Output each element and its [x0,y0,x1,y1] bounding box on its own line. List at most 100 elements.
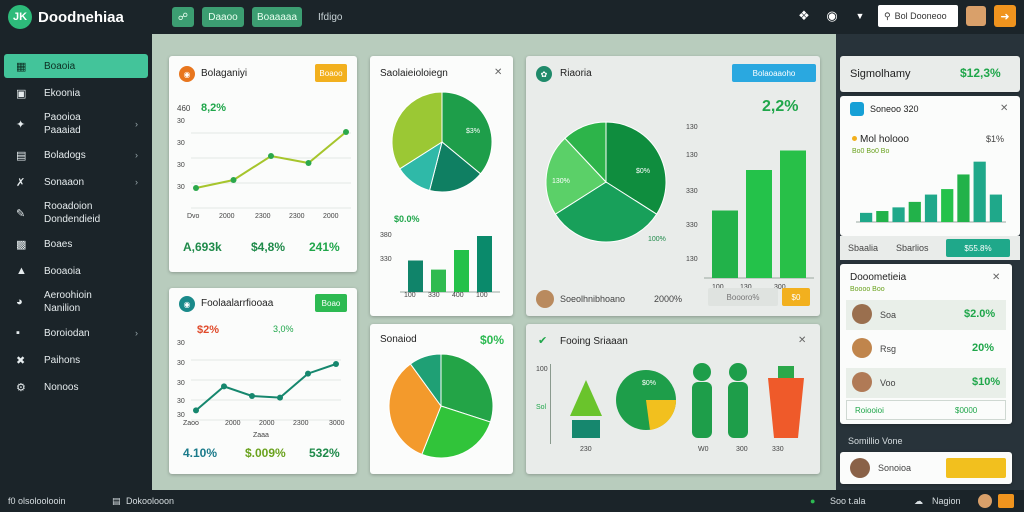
list-item[interactable]: Voo $10% [846,368,1006,398]
user-button[interactable] [946,458,1006,478]
x-tick: 300 [736,446,748,453]
pie-slice [440,353,494,423]
top-tab-3[interactable]: Ifdigo [318,11,343,23]
status-right-2[interactable]: Nagion [932,496,961,506]
pie-label: 130% [552,178,570,185]
x-tick: 100 [712,284,724,291]
app-logo[interactable]: JK Doodnehiaa [8,5,158,29]
sidebar-item-paooioa[interactable]: ✦ Paooioa Paaaiad › [4,108,148,140]
status-center[interactable]: Dokoolooon [126,496,175,506]
sidebar-item-ekoonia[interactable]: ▣ Ekoonia [4,81,148,105]
shield-icon[interactable]: ☍ [172,7,194,27]
user-card: Sonoioa [840,452,1012,484]
y-tick: 30 [177,118,185,125]
list-card: Dooometieia ✕ Boooo Boo Soa $2.0% Rsg 20… [840,264,1012,424]
card-action-button[interactable]: Bolaoaaoho [732,64,816,82]
sidebar-item-boladogs[interactable]: ▤ Boladogs › [4,143,148,167]
tab-1[interactable]: Sbaalia [848,243,879,253]
close-icon[interactable]: ✕ [494,67,503,78]
pie-bar-card: Saolaieioloiegn ✕ $3% $0.0% 380 330 100 … [370,56,513,316]
x-axis-label: Zaaa [253,432,269,439]
y-tick: 100 [536,366,548,373]
pin-icon: ✦ [16,118,26,131]
pie-slice [391,91,443,170]
y-tick: 30 [177,398,185,405]
list-item-value: 20% [972,342,995,354]
chevron-right-icon: › [135,150,138,160]
list-item[interactable]: Soa $2.0% [846,300,1006,330]
list-item-name: Voo [880,378,896,388]
line-chart-2 [191,359,341,421]
stat-value: A,693k [183,240,222,254]
stat-value: $0% [480,333,505,347]
pie-slice [388,363,442,455]
target-icon: ◉ [179,296,195,312]
close-icon[interactable]: ✕ [992,272,1001,283]
sidebar-item-aeroohioin[interactable]: ◕ Aeroohioin Nanilion [4,286,148,318]
legend: Bo0 Bo0 Bo [852,148,890,155]
card-title: Fooing Sriaaan [560,336,628,347]
data-point [221,383,227,390]
x-tick: Dvo [187,213,200,220]
top-tab-1[interactable]: Daaoo [202,7,244,27]
tab-2[interactable]: Sbarlios [896,243,929,253]
logo-mark: JK [8,5,32,29]
card-action-button[interactable]: Boao [315,294,347,312]
x-tick: 2000 [225,420,241,427]
x-tick: 300 [774,284,786,291]
illustration-card: ✔ Fooing Sriaaan ✕ 100 Sol $0% 230 W0 30… [526,324,820,474]
status-right-1[interactable]: Soo t.ala [830,496,866,506]
subtitle: Mol holooo [860,134,909,145]
sidebar-item-paihons[interactable]: ✖ Paihons [4,348,148,372]
sidebar-item-nonoos[interactable]: ⚙ Nonoos [4,375,148,399]
x-tick: 3000 [329,420,345,427]
pie-slice [545,137,607,215]
bar [454,250,469,292]
bar [860,212,873,222]
tools-icon: ✗ [16,176,26,189]
person-body [728,382,748,438]
summary-header: Sigmolhamy $12,3% [840,56,1020,92]
sidebar-item-sonaaon[interactable]: ✗ Sonaaon › [4,170,148,194]
sidebar-item-boaoia[interactable]: ▦ Boaoia [4,54,148,78]
bell-icon[interactable]: ◉ [826,8,838,23]
avatar[interactable] [966,6,986,26]
pen-icon: ✎ [16,207,26,220]
sidebar-item-boaes[interactable]: ▩ Boaes [4,232,148,256]
share-icon[interactable] [998,494,1014,508]
footer-value: $0000 [955,406,978,415]
share-icon[interactable]: ➜ [994,5,1016,27]
avatar[interactable] [978,494,992,508]
sidebar-item-rooadoion[interactable]: ✎ Rooadoion Dondendieid [4,197,148,229]
close-icon[interactable]: ✕ [798,335,807,346]
sidebar-item-booaoia[interactable]: ▲ Booaoia [4,259,148,283]
search-input[interactable]: ⚲ Bol Dooneoo [878,5,958,27]
sidebar-item-boroiodan[interactable]: ▪ Boroiodan › [4,321,148,345]
puzzle-icon[interactable]: ❖ [798,8,810,23]
search-placeholder: Bol Dooneoo [894,11,947,21]
footer-pill[interactable]: Boooro% [708,288,778,306]
footer-button[interactable]: $0 [782,288,810,306]
chevron-down-icon[interactable]: ▼ [855,11,865,21]
list-item[interactable]: Rsg 20% [846,334,1006,364]
sidebar-item-label: Sonaaon [44,176,85,188]
grid-icon: ▩ [16,238,27,251]
bar-chart-1 [400,236,500,293]
status-left: f0 olsoloolooin [8,496,66,506]
pie-label: $0% [642,380,657,387]
pie-slice [428,141,482,193]
sidebar-item-label: Boaes [44,238,73,250]
card-action-button[interactable]: Boaoo [315,64,347,82]
app-title: Doodnehiaa [38,8,124,26]
list-item-name: Rsg [880,344,897,354]
sidebar-item-label: Booaoia [44,265,81,277]
card-title: Dooometieia [850,272,907,283]
sidebar-item-label: Boaoia [44,60,76,72]
y-tick: 130 [686,256,698,263]
x-tick: 2300 [255,213,271,220]
clock-icon: ◕ [16,296,23,308]
leaf-icon: ✿ [536,66,552,82]
close-icon[interactable]: ✕ [1000,103,1009,114]
top-tab-2[interactable]: Boaaaaa [252,7,302,27]
card-title: Saolaieioloiegn [380,68,448,79]
